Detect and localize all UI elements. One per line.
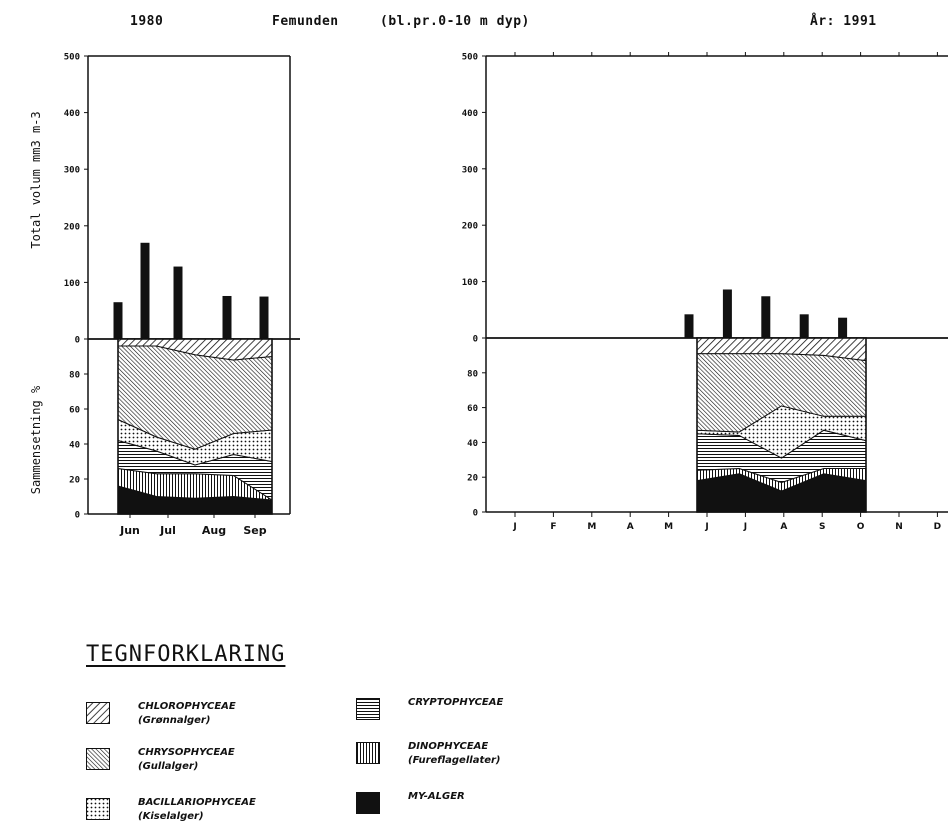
y-tick-label: 500 [64,53,80,63]
y-tick-label: 0 [473,335,478,345]
y-tick-label: 100 [462,278,478,288]
legend-label: BACILLARIOPHYCEAE [138,797,256,808]
bar [684,314,694,338]
month-label: S [819,522,825,532]
bar [761,296,771,338]
x-tick-label: Jun [119,524,140,537]
bar [173,266,183,339]
legend-sublabel: (Grønnalger) [138,715,211,726]
y-tick-label: 80 [69,371,80,381]
x-tick-label: Jul [159,524,176,537]
y-axis-title-percent: Sammensetning % [29,385,43,494]
y-tick-label: 200 [462,222,478,232]
y-tick-label: 60 [69,406,80,416]
legend-label: CRYPTOPHYCEAE [408,697,504,708]
x-tick-label: Sep [243,524,266,537]
y-tick-label: 60 [467,404,478,414]
month-label: J [743,522,747,532]
legend-swatch-chrysophyceae [86,748,110,770]
month-label: M [587,522,596,532]
month-label: M [664,522,673,532]
composition-frame [117,338,273,515]
legend-swatch-bacillariophyceae [86,798,110,820]
lake-name: Femunden [272,14,339,29]
y-tick-label: 100 [64,279,80,289]
y-tick-label: 200 [64,222,80,232]
depth-label: (bl.pr.0-10 m dyp) [380,14,530,29]
y-tick-label: 0 [473,509,478,519]
left-year-label: 1980 [130,14,164,29]
y-tick-label: 40 [467,439,478,449]
bar [140,242,150,339]
legend-swatch-chlorophyceae [86,702,110,724]
bar [259,296,269,339]
bar [222,295,232,339]
y-tick-label: 300 [462,165,478,175]
legend-swatch-my-alger [356,792,380,814]
legend-sublabel: (Gullalger) [138,761,199,772]
legend-label: MY-ALGER [408,791,465,802]
legend-sublabel: (Fureflagellater) [408,755,501,766]
month-label: J [704,522,708,532]
legend-title: TEGNFORKLARING [86,642,286,667]
y-tick-label: 20 [467,474,478,484]
x-tick-label: Aug [202,524,226,537]
month-label: D [934,522,941,532]
legend-sublabel: (Kiselalger) [138,811,204,822]
legend-swatch-cryptophyceae [356,698,380,720]
y-tick-label: 40 [69,441,80,451]
y-tick-label: 0 [75,336,80,346]
y-tick-label: 80 [467,369,478,379]
y-tick-label: 0 [75,511,80,521]
right-panel-1991: 0 100 200 300 400 500 0 20 40 60 80 J F M A M J J A S O N D [462,52,948,532]
month-label: N [895,522,903,532]
y-tick-label: 400 [64,109,80,119]
month-label: F [550,522,556,532]
composition-frame [696,337,867,513]
y-tick-label: 20 [69,476,80,486]
bar [838,317,848,338]
right-year-label: År: 1991 [810,14,877,29]
y-tick-label: 400 [462,109,478,119]
month-label: J [512,522,516,532]
legend-label: CHRYSOPHYCEAE [138,747,235,758]
bar [722,289,732,338]
legend-label: DINOPHYCEAE [408,741,489,752]
bar [799,314,809,338]
month-label: O [857,522,865,532]
y-axis-title-volume: Total volum mm3 m-3 [29,111,43,248]
y-tick-label: 300 [64,166,80,176]
legend-swatch-dinophyceae [356,742,380,764]
y-tick-label: 500 [462,53,478,63]
month-label: A [627,522,634,532]
month-label: A [780,522,787,532]
left-panel-1980: 0 100 200 300 400 500 0 20 40 60 80 Jun Jul Aug Sep Tot… [29,53,300,537]
bar [113,302,123,339]
legend-label: CHLOROPHYCEAE [138,701,236,712]
